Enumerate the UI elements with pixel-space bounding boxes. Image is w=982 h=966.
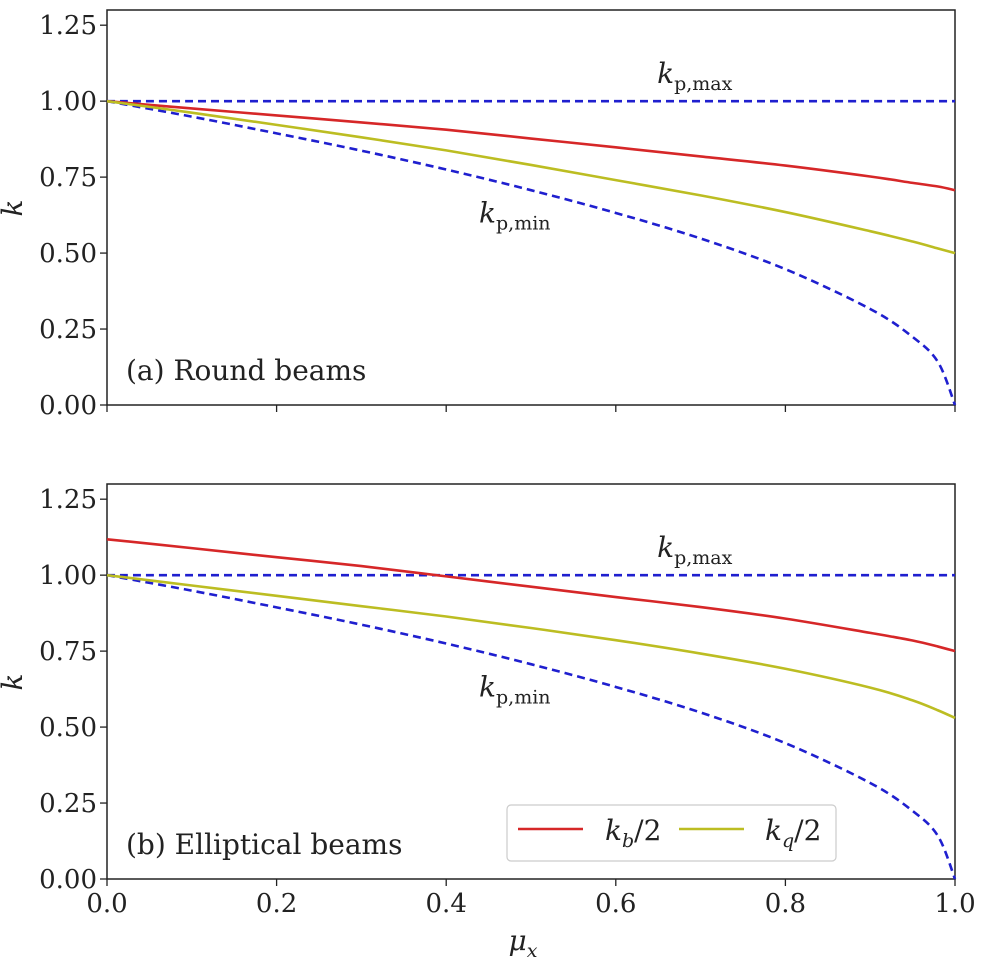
y-tick-label: 0.00 (39, 865, 97, 895)
legend-main: k (605, 814, 622, 847)
x-axis-label: μx (509, 924, 538, 962)
legend-label-kb: kb/2 (605, 814, 661, 852)
x-axis-label-main: μ (509, 924, 527, 957)
y-axis-ticks-a: 0.00 0.25 0.50 0.75 1.00 1.25 (39, 11, 107, 421)
panel-label-b: (b) Elliptical beams (126, 828, 402, 861)
series-line-k-q-2 (106, 99, 956, 255)
legend-main: k (765, 814, 782, 847)
annotation-main: k (479, 671, 496, 704)
annotation-sub: p,min (496, 687, 551, 709)
legend-label-kq: kq/2 (765, 814, 821, 852)
x-tick-label: 0.4 (426, 889, 467, 919)
annotation-kp-min-a: kp,min (479, 197, 551, 235)
y-tick-label: 0.25 (39, 789, 97, 819)
y-tick-label: 0.00 (39, 391, 97, 421)
y-tick-label: 0.25 (39, 315, 97, 345)
plot-frame-b (106, 483, 956, 880)
x-axis-ticks-b: 0.0 0.2 0.4 0.6 0.8 1.0 (86, 879, 976, 919)
y-axis-ticks-b: 0.00 0.25 0.50 0.75 1.00 1.25 (39, 485, 107, 895)
legend-suffix: /2 (634, 814, 661, 847)
panel-b: 0.00 0.25 0.50 0.75 1.00 1.25 0.0 0.2 0.4 0.6 0.8… (0, 483, 976, 962)
x-axis-label-sub: x (527, 940, 538, 962)
x-tick-label: 0.8 (765, 889, 806, 919)
y-tick-label: 0.50 (39, 239, 97, 269)
annotation-sub: p,max (674, 73, 733, 95)
annotation-sub: p,min (496, 213, 551, 235)
legend-sub: q (782, 830, 794, 852)
legend: kb/2 kq/2 (506, 804, 837, 862)
series-lines-a (106, 99, 957, 406)
legend-sub: b (622, 830, 634, 852)
y-tick-label: 0.75 (39, 637, 97, 667)
series-line-k-p-min (106, 573, 957, 880)
x-tick-label: 1.0 (934, 889, 975, 919)
annotation-main: k (479, 197, 496, 230)
legend-frame (506, 804, 837, 862)
annotation-kp-max-a: kp,max (657, 57, 733, 95)
y-tick-label: 1.00 (39, 87, 97, 117)
series-line-k-b-2 (106, 99, 956, 192)
x-tick-label: 0.6 (595, 889, 636, 919)
series-line-k-b-2 (106, 538, 956, 653)
annotation-main: k (657, 57, 674, 90)
x-tick-label: 0.0 (86, 889, 127, 919)
series-line-k-q-2 (106, 573, 956, 720)
x-tick-label: 0.2 (256, 889, 297, 919)
series-lines-b (106, 538, 957, 880)
y-tick-label: 1.00 (39, 561, 97, 591)
legend-suffix: /2 (794, 814, 821, 847)
y-tick-label: 0.50 (39, 713, 97, 743)
y-tick-label: 1.25 (39, 11, 97, 41)
plot-frame-a (106, 9, 956, 406)
y-axis-label-b: k (0, 674, 29, 691)
y-axis-label-a: k (0, 200, 29, 217)
x-axis-ticks-a (106, 405, 956, 412)
panel-a: 0.00 0.25 0.50 0.75 1.00 1.25 k (a) Round bea… (0, 9, 957, 421)
annotation-kp-min-b: kp,min (479, 671, 551, 709)
panel-label-a: (a) Round beams (126, 354, 366, 387)
y-tick-label: 0.75 (39, 163, 97, 193)
y-tick-label: 1.25 (39, 485, 97, 515)
series-line-k-p-min (106, 99, 957, 406)
annotation-kp-max-b: kp,max (657, 531, 733, 569)
annotation-sub: p,max (674, 547, 733, 569)
annotation-main: k (657, 531, 674, 564)
